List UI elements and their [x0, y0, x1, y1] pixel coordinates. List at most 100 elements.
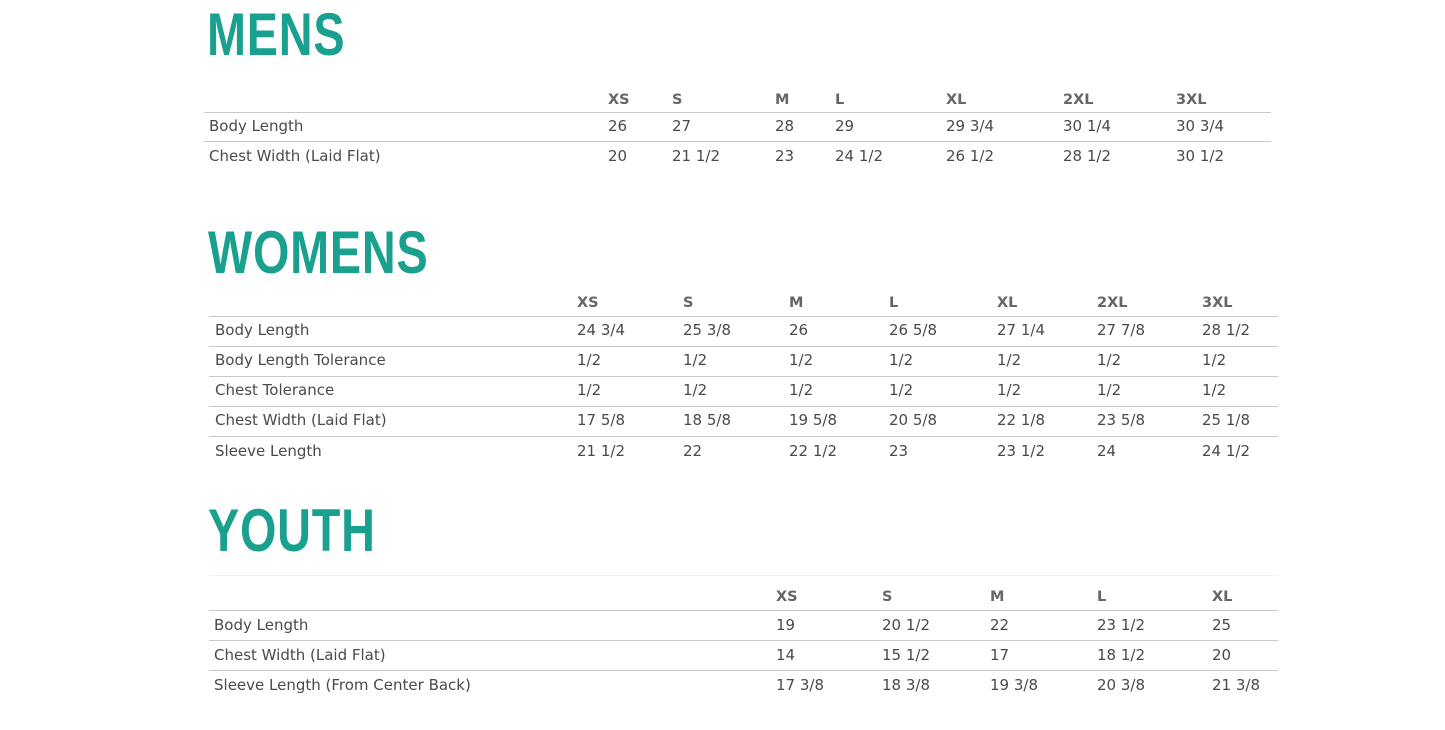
measurement-value: 20: [608, 147, 628, 165]
measurement-value: 23: [775, 147, 795, 165]
row-divider: [204, 141, 1271, 142]
measurement-value: 18 5/8: [683, 411, 731, 429]
youth-title: YOUTH: [208, 497, 376, 564]
row-label: Body Length Tolerance: [215, 351, 386, 369]
size-header: XL: [1212, 589, 1233, 605]
measurement-value: 18 1/2: [1097, 646, 1145, 664]
measurement-value: 1/2: [577, 351, 602, 369]
row-label: Sleeve Length: [215, 442, 322, 460]
row-label: Chest Width (Laid Flat): [214, 646, 386, 664]
measurement-value: 17: [990, 646, 1010, 664]
measurement-value: 22: [683, 442, 703, 460]
size-header: S: [882, 589, 893, 605]
measurement-value: 24: [1097, 442, 1117, 460]
measurement-value: 23: [889, 442, 909, 460]
size-header: M: [990, 589, 1005, 605]
measurement-value: 26 5/8: [889, 321, 937, 339]
row-divider: [209, 610, 1278, 611]
measurement-value: 20 5/8: [889, 411, 937, 429]
measurement-value: 1/2: [889, 351, 914, 369]
measurement-value: 26: [608, 117, 628, 135]
size-header: M: [775, 92, 790, 108]
measurement-value: 20: [1212, 646, 1232, 664]
measurement-value: 15 1/2: [882, 646, 930, 664]
row-divider: [209, 346, 1278, 347]
size-header: XS: [608, 92, 630, 108]
measurement-value: 30 1/4: [1063, 117, 1111, 135]
measurement-value: 14: [776, 646, 796, 664]
row-divider: [204, 112, 1271, 113]
measurement-value: 26 1/2: [946, 147, 994, 165]
measurement-value: 29 3/4: [946, 117, 994, 135]
measurement-value: 27 7/8: [1097, 321, 1145, 339]
measurement-value: 23 1/2: [997, 442, 1045, 460]
row-divider: [209, 436, 1278, 437]
size-header: S: [672, 92, 683, 108]
measurement-value: 21 1/2: [672, 147, 720, 165]
measurement-value: 30 1/2: [1176, 147, 1224, 165]
size-header: XS: [776, 589, 798, 605]
measurement-value: 27 1/4: [997, 321, 1045, 339]
measurement-value: 28 1/2: [1063, 147, 1111, 165]
measurement-value: 24 1/2: [835, 147, 883, 165]
measurement-value: 22 1/8: [997, 411, 1045, 429]
row-divider: [209, 640, 1278, 641]
measurement-value: 23 1/2: [1097, 616, 1145, 634]
row-label: Body Length: [214, 616, 309, 634]
measurement-value: 1/2: [997, 351, 1022, 369]
measurement-value: 26: [789, 321, 809, 339]
measurement-value: 23 5/8: [1097, 411, 1145, 429]
row-label: Chest Tolerance: [215, 381, 335, 399]
measurement-value: 17 5/8: [577, 411, 625, 429]
measurement-value: 25 3/8: [683, 321, 731, 339]
row-divider: [209, 316, 1278, 317]
size-header: L: [889, 295, 899, 311]
row-divider: [209, 670, 1278, 671]
mens-title: MENS: [207, 1, 346, 68]
measurement-value: 22: [990, 616, 1010, 634]
measurement-value: 1/2: [889, 381, 914, 399]
size-header: 2XL: [1063, 92, 1094, 108]
row-label: Chest Width (Laid Flat): [209, 147, 381, 165]
measurement-value: 1/2: [577, 381, 602, 399]
row-label: Body Length: [209, 117, 304, 135]
row-label: Chest Width (Laid Flat): [215, 411, 387, 429]
measurement-value: 20 3/8: [1097, 676, 1145, 694]
measurement-value: 20 1/2: [882, 616, 930, 634]
size-header: L: [1097, 589, 1107, 605]
measurement-value: 25 1/8: [1202, 411, 1250, 429]
size-header: XS: [577, 295, 599, 311]
size-header: 3XL: [1202, 295, 1233, 311]
size-header: 2XL: [1097, 295, 1128, 311]
row-divider: [209, 406, 1278, 407]
measurement-value: 27: [672, 117, 692, 135]
row-divider: [209, 376, 1278, 377]
measurement-value: 19 5/8: [789, 411, 837, 429]
measurement-value: 1/2: [683, 351, 708, 369]
measurement-value: 25: [1212, 616, 1232, 634]
measurement-value: 1/2: [789, 351, 814, 369]
measurement-value: 21 1/2: [577, 442, 625, 460]
measurement-value: 1/2: [789, 381, 814, 399]
size-header: L: [835, 92, 845, 108]
measurement-value: 28 1/2: [1202, 321, 1250, 339]
row-label: Body Length: [215, 321, 310, 339]
measurement-value: 30 3/4: [1176, 117, 1224, 135]
measurement-value: 1/2: [1202, 381, 1227, 399]
size-header: M: [789, 295, 804, 311]
size-header: 3XL: [1176, 92, 1207, 108]
measurement-value: 1/2: [1202, 351, 1227, 369]
measurement-value: 17 3/8: [776, 676, 824, 694]
size-header: S: [683, 295, 694, 311]
measurement-value: 28: [775, 117, 795, 135]
row-label: Sleeve Length (From Center Back): [214, 676, 471, 694]
measurement-value: 21 3/8: [1212, 676, 1260, 694]
measurement-value: 1/2: [683, 381, 708, 399]
measurement-value: 19: [776, 616, 796, 634]
measurement-value: 19 3/8: [990, 676, 1038, 694]
measurement-value: 29: [835, 117, 855, 135]
womens-title: WOMENS: [208, 219, 429, 286]
measurement-value: 22 1/2: [789, 442, 837, 460]
measurement-value: 1/2: [1097, 351, 1122, 369]
measurement-value: 24 3/4: [577, 321, 625, 339]
